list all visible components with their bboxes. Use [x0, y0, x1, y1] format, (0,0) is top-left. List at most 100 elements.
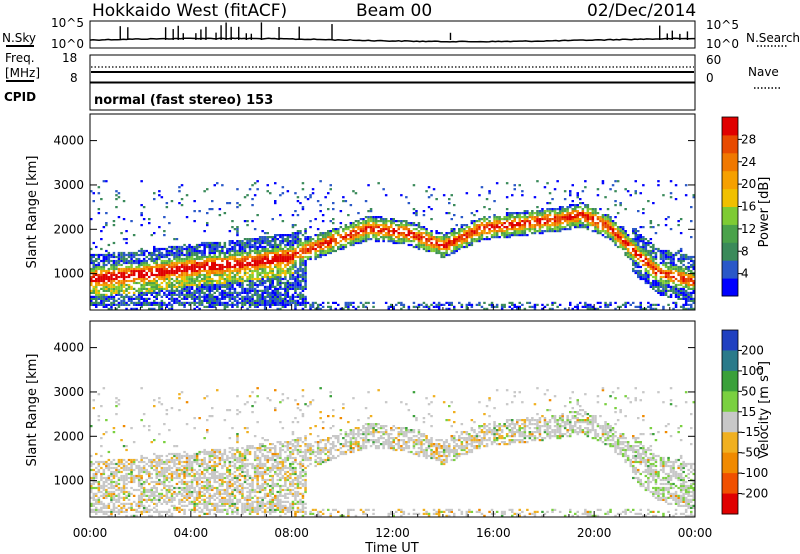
power-echo-cell: [195, 285, 199, 288]
velocity-echo-cell: [132, 480, 136, 484]
power-echo-cell: [271, 259, 274, 263]
power-echo-cell: [231, 245, 234, 249]
power-echo-cell: [327, 208, 330, 211]
freq-tick-top: 18: [62, 51, 77, 65]
power-echo-cell: [528, 230, 532, 233]
power-echo-cell: [490, 303, 494, 306]
velocity-echo-cell: [95, 466, 98, 470]
power-echo-cell: [430, 208, 433, 211]
power-echo-cell: [511, 214, 514, 217]
power-echo-cell: [342, 247, 345, 251]
power-echo-cell: [190, 263, 194, 267]
power-echo-cell: [276, 303, 279, 306]
power-echo-cell: [563, 210, 567, 213]
power-echo-cell: [261, 265, 264, 269]
power-echo-cell: [662, 253, 665, 257]
power-echo-cell: [236, 293, 239, 296]
power-echo-cell: [480, 224, 484, 227]
power-echo-cell: [596, 222, 600, 225]
power-echo-cell: [236, 305, 239, 308]
power-echo-cell: [180, 287, 184, 290]
power-echo-cell: [584, 216, 587, 219]
power-echo-cell: [448, 212, 451, 215]
power-echo-cell: [258, 271, 262, 275]
power-echo-cell: [165, 305, 169, 308]
power-echo-cell: [684, 293, 688, 296]
power-echo-cell: [137, 293, 141, 296]
power-echo-cell: [531, 232, 534, 235]
power-echo-cell: [228, 281, 232, 285]
power-echo-cell: [632, 232, 635, 235]
power-echo-cell: [284, 251, 287, 255]
power-echo-cell: [669, 295, 673, 298]
power-echo-cell: [652, 263, 655, 267]
power-echo-cell: [301, 275, 305, 279]
power-echo-cell: [269, 259, 272, 263]
power-echo-cell: [523, 216, 527, 219]
power-echo-cell: [682, 281, 685, 285]
power-echo-cell: [135, 289, 138, 292]
velocity-echo-cell: [140, 504, 143, 507]
velocity-echo-cell: [92, 474, 95, 478]
power-echo-cell: [304, 287, 307, 290]
power-echo-cell: [649, 283, 653, 287]
power-echo-cell: [170, 271, 174, 275]
power-echo-cell: [289, 261, 292, 265]
power-echo-cell: [306, 247, 310, 251]
power-echo-cell: [102, 267, 106, 271]
power-echo-cell: [387, 238, 390, 241]
power-echo-cell: [137, 301, 141, 304]
velocity-echo-cell: [120, 470, 123, 474]
power-echo-cell: [377, 182, 380, 185]
power-echo-cell: [387, 307, 390, 310]
power-echo-cell: [271, 301, 274, 304]
power-echo-cell: [632, 230, 635, 233]
velocity-echo-cell: [100, 506, 103, 509]
power-echo-cell: [498, 236, 501, 239]
power-echo-cell: [284, 295, 287, 298]
power-echo-cell: [682, 269, 685, 273]
power-echo-cell: [165, 251, 169, 255]
power-echo-cell: [261, 238, 264, 241]
power-echo-cell: [634, 305, 637, 308]
power-echo-cell: [120, 281, 123, 285]
power-echo-cell: [253, 299, 257, 302]
power-echo-cell: [553, 230, 557, 233]
power-echo-cell: [473, 228, 476, 231]
power-echo-cell: [216, 255, 219, 259]
power-echo-cell: [586, 224, 590, 227]
power-echo-cell: [296, 303, 300, 306]
power-echo-cell: [190, 287, 194, 290]
power-echo-cell: [609, 188, 612, 191]
power-echo-cell: [407, 238, 411, 241]
power-echo-cell: [654, 273, 658, 277]
power-echo-cell: [213, 267, 216, 271]
power-echo-cell: [258, 251, 262, 255]
power-echo-cell: [193, 263, 196, 267]
power-echo-cell: [445, 234, 448, 237]
power-echo-cell: [137, 271, 141, 275]
power-echo-cell: [455, 238, 458, 241]
power-echo-cell: [92, 279, 95, 283]
power-echo-cell: [667, 277, 670, 281]
power-echo-cell: [445, 251, 448, 255]
power-echo-cell: [316, 234, 320, 237]
power-echo-cell: [284, 275, 287, 279]
power-echo-cell: [642, 245, 645, 249]
power-echo-cell: [256, 297, 259, 300]
power-echo-cell: [125, 241, 128, 245]
power-echo-cell: [402, 232, 406, 235]
power-echo-cell: [276, 269, 279, 273]
power-echo-cell: [410, 243, 413, 247]
power-echo-cell: [591, 212, 595, 215]
power-echo-cell: [100, 238, 103, 241]
power-echo-cell: [213, 184, 216, 187]
power-echo-cell: [609, 222, 612, 225]
power-echo-cell: [228, 275, 232, 279]
power-echo-cell: [372, 228, 375, 231]
power-echo-cell: [591, 220, 595, 223]
power-echo-cell: [579, 202, 582, 205]
power-echo-cell: [664, 253, 668, 257]
power-echo-cell: [90, 267, 93, 271]
power-echo-cell: [662, 293, 665, 296]
